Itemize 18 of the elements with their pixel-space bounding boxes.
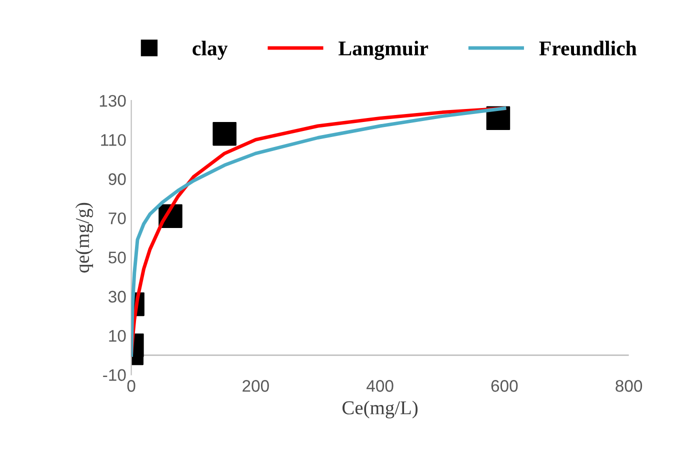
legend-label: clay	[192, 40, 228, 60]
y-tick-label: 50	[108, 252, 126, 264]
x-tick-label: 200	[242, 380, 269, 392]
y-axis-title: qe(mg/g)	[75, 202, 94, 273]
x-tick-label: 400	[366, 380, 394, 392]
x-tick-label: 800	[616, 380, 642, 392]
y-tick-label: -10	[103, 369, 126, 381]
y-tick-label: 110	[101, 134, 126, 146]
y-tick-label: 130	[100, 94, 126, 107]
x-tick-label: 0	[127, 380, 136, 392]
y-tick-label: 10	[109, 330, 126, 342]
y-tick-label: 30	[108, 290, 126, 303]
x-axis-title: Ce(mg/L)	[342, 400, 418, 418]
legend-label: Freundlich	[539, 40, 637, 56]
y-tick-label: 90	[108, 173, 126, 186]
y-tick-label: 70	[108, 212, 126, 224]
legend-label: Langmuir	[338, 40, 428, 60]
x-tick-label: 600	[491, 380, 518, 392]
